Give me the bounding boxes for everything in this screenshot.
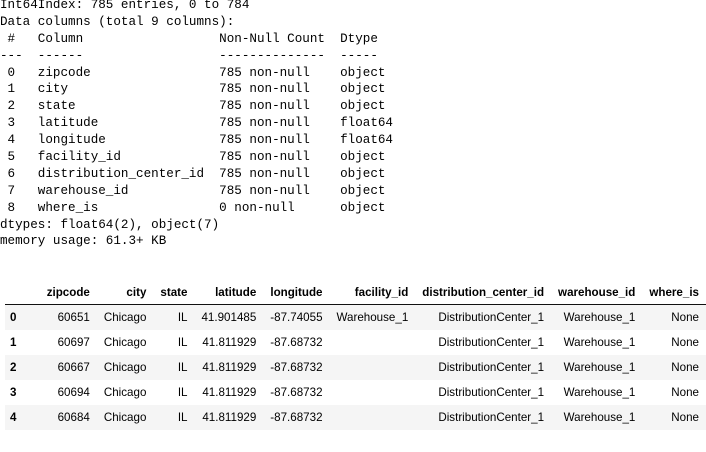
- cell-state: IL: [153, 330, 195, 355]
- table-row: 1 60697 Chicago IL 41.811929 -87.68732 Distrib…: [5, 330, 706, 355]
- cell-state: IL: [153, 304, 195, 330]
- column-header-city: city: [96, 284, 154, 305]
- info-line: 6 distribution_center_id 785 non-null ob…: [0, 166, 393, 181]
- cell-city: Chicago: [96, 405, 154, 430]
- info-line: --- ------ -------------- -----: [0, 48, 393, 63]
- info-line: # Column Non-Null Count Dtype: [0, 31, 393, 46]
- cell-where-is: None: [642, 380, 706, 405]
- cell-facility-id: [329, 380, 416, 405]
- cell-city: Chicago: [96, 355, 154, 380]
- info-line: 4 longitude 785 non-null float64: [0, 133, 393, 148]
- cell-zipcode: 60651: [39, 304, 97, 330]
- table-header-row: zipcode city state latitude longitude facilit…: [5, 284, 706, 305]
- row-index-label: 2: [5, 355, 40, 380]
- cell-facility-id: [329, 405, 416, 430]
- row-index-label: 3: [5, 380, 40, 405]
- cell-facility-id: [329, 355, 416, 380]
- column-header-longitude: longitude: [263, 284, 330, 305]
- cell-warehouse-id: Warehouse_1: [551, 355, 643, 380]
- cell-warehouse-id: Warehouse_1: [551, 330, 643, 355]
- cell-state: IL: [153, 380, 195, 405]
- table-row: 3 60694 Chicago IL 41.811929 -87.68732 Distrib…: [5, 380, 706, 405]
- column-header-zipcode: zipcode: [39, 284, 97, 305]
- info-line: 7 warehouse_id 785 non-null object: [0, 183, 393, 198]
- cell-latitude: 41.811929: [194, 405, 264, 430]
- cell-latitude: 41.901485: [194, 304, 264, 330]
- cell-longitude: -87.74055: [263, 304, 330, 330]
- cell-city: Chicago: [96, 380, 154, 405]
- cell-longitude: -87.68732: [263, 330, 330, 355]
- table-row: 0 60651 Chicago IL 41.901485 -87.74055 Warehou…: [5, 304, 706, 330]
- table-header: zipcode city state latitude longitude facilit…: [5, 284, 706, 305]
- cell-zipcode: 60684: [39, 405, 97, 430]
- column-header-warehouse-id: warehouse_id: [551, 284, 643, 305]
- dataframe-info-output: Int64Index: 785 entries, 0 to 784 Data co…: [0, 0, 393, 249]
- info-line: Int64Index: 785 entries, 0 to 784: [0, 0, 250, 12]
- info-line: 5 facility_id 785 non-null object: [0, 150, 393, 165]
- info-line: 3 latitude 785 non-null float64: [0, 116, 393, 131]
- table-row: 4 60684 Chicago IL 41.811929 -87.68732 Distrib…: [5, 405, 706, 430]
- cell-distribution-center-id: DistributionCenter_1: [415, 355, 552, 380]
- cell-warehouse-id: Warehouse_1: [551, 304, 643, 330]
- dataframe-head-table-container: zipcode city state latitude longitude facilit…: [5, 284, 706, 430]
- cell-zipcode: 60694: [39, 380, 97, 405]
- info-line: 8 where_is 0 non-null object: [0, 200, 393, 215]
- cell-distribution-center-id: DistributionCenter_1: [415, 380, 552, 405]
- column-header-where-is: where_is: [642, 284, 706, 305]
- info-line: Data columns (total 9 columns):: [0, 14, 235, 29]
- column-header-facility-id: facility_id: [329, 284, 416, 305]
- cell-facility-id: Warehouse_1: [329, 304, 416, 330]
- cell-state: IL: [153, 405, 195, 430]
- info-line: 0 zipcode 785 non-null object: [0, 65, 393, 80]
- cell-city: Chicago: [96, 330, 154, 355]
- cell-state: IL: [153, 355, 195, 380]
- cell-zipcode: 60667: [39, 355, 97, 380]
- cell-facility-id: [329, 330, 416, 355]
- column-header-index: [5, 284, 40, 305]
- cell-longitude: -87.68732: [263, 380, 330, 405]
- cell-warehouse-id: Warehouse_1: [551, 405, 643, 430]
- column-header-state: state: [153, 284, 195, 305]
- cell-warehouse-id: Warehouse_1: [551, 380, 643, 405]
- column-header-distribution-center-id: distribution_center_id: [415, 284, 552, 305]
- cell-distribution-center-id: DistributionCenter_1: [415, 330, 552, 355]
- cell-distribution-center-id: DistributionCenter_1: [415, 405, 552, 430]
- cell-latitude: 41.811929: [194, 380, 264, 405]
- cell-where-is: None: [642, 405, 706, 430]
- dataframe-table: zipcode city state latitude longitude facilit…: [5, 284, 706, 430]
- cell-longitude: -87.68732: [263, 405, 330, 430]
- cell-distribution-center-id: DistributionCenter_1: [415, 304, 552, 330]
- table-row: 2 60667 Chicago IL 41.811929 -87.68732 Distrib…: [5, 355, 706, 380]
- row-index-label: 0: [5, 304, 40, 330]
- info-line: memory usage: 61.3+ KB: [0, 234, 167, 249]
- column-header-latitude: latitude: [194, 284, 264, 305]
- cell-longitude: -87.68732: [263, 355, 330, 380]
- cell-city: Chicago: [96, 304, 154, 330]
- cell-where-is: None: [642, 304, 706, 330]
- info-line: 2 state 785 non-null object: [0, 99, 393, 114]
- row-index-label: 4: [5, 405, 40, 430]
- info-line: 1 city 785 non-null object: [0, 82, 393, 97]
- cell-where-is: None: [642, 330, 706, 355]
- row-index-label: 1: [5, 330, 40, 355]
- info-line: dtypes: float64(2), object(7): [0, 217, 220, 232]
- cell-latitude: 41.811929: [194, 330, 264, 355]
- table-body: 0 60651 Chicago IL 41.901485 -87.74055 Warehou…: [5, 304, 706, 430]
- cell-where-is: None: [642, 355, 706, 380]
- cell-latitude: 41.811929: [194, 355, 264, 380]
- cell-zipcode: 60697: [39, 330, 97, 355]
